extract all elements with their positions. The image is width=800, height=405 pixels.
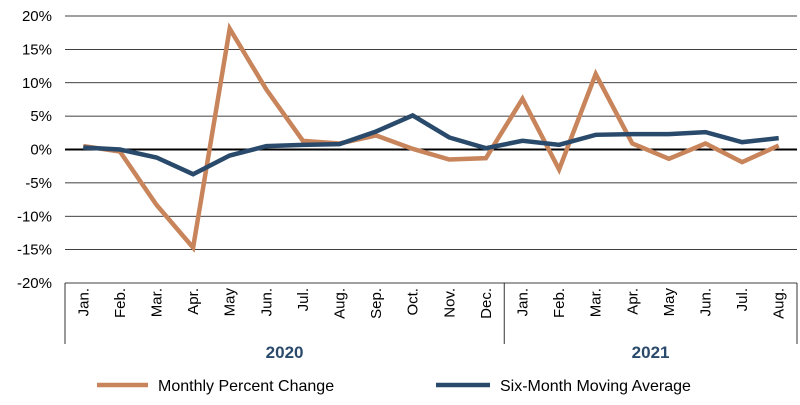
x-tick-label: Jun.	[698, 288, 715, 316]
legend-label: Monthly Percent Change	[158, 378, 334, 395]
x-tick-label: Feb.	[112, 288, 129, 318]
x-tick-label: Dec.	[478, 288, 495, 319]
y-tick-label: -5%	[25, 175, 52, 192]
year-group-label: 2021	[632, 343, 670, 362]
series-lines	[82, 22, 780, 253]
legend: Monthly Percent Change Six-Month Moving A…	[97, 378, 691, 395]
x-tick-label: May	[661, 288, 678, 317]
x-tick-label: Jun.	[258, 288, 275, 316]
x-tick-label: Apr.	[624, 288, 641, 315]
x-axis-tick-labels: Jan. Feb. Mar. Apr. May Jun. Jul. Aug. Sep. Oct. N…	[75, 288, 787, 319]
year-group-labels: 2020 2021	[266, 343, 670, 362]
x-tick-label: May	[222, 288, 239, 317]
x-tick-label: Jan.	[75, 288, 92, 316]
x-tick-label: Aug.	[332, 288, 349, 319]
x-tick-label: Apr.	[185, 288, 202, 315]
x-tick-label: Jul.	[295, 288, 312, 311]
y-tick-label: -15%	[17, 242, 52, 259]
x-tick-label: Jul.	[734, 288, 751, 311]
y-tick-label: 5%	[30, 108, 52, 125]
y-axis-tick-labels: 20% 15% 10% 5% 0% -5% -10% -15% -20%	[17, 8, 52, 292]
y-tick-label: 0%	[30, 142, 52, 159]
x-tick-label: Sep.	[368, 288, 385, 319]
x-tick-label: Aug.	[771, 288, 788, 319]
x-tick-label: Feb.	[551, 288, 568, 318]
y-tick-label: 20%	[22, 8, 52, 25]
category-axis-frame	[64, 283, 798, 344]
y-tick-label: -10%	[17, 208, 52, 225]
legend-label: Six-Month Moving Average	[500, 378, 691, 395]
x-tick-label: Nov.	[441, 288, 458, 318]
year-group-label: 2020	[266, 343, 304, 362]
x-tick-label: Jan.	[515, 288, 532, 316]
gridlines	[65, 15, 797, 284]
y-tick-label: 15%	[22, 41, 52, 58]
y-tick-label: 10%	[22, 75, 52, 92]
x-tick-label: Oct.	[405, 288, 422, 316]
series-line-six-month-moving-average	[83, 112, 779, 177]
x-tick-label: Mar.	[149, 288, 166, 317]
x-tick-label: Mar.	[588, 288, 605, 317]
series-line-monthly-percent-change	[82, 22, 780, 253]
y-tick-label: -20%	[17, 275, 52, 292]
